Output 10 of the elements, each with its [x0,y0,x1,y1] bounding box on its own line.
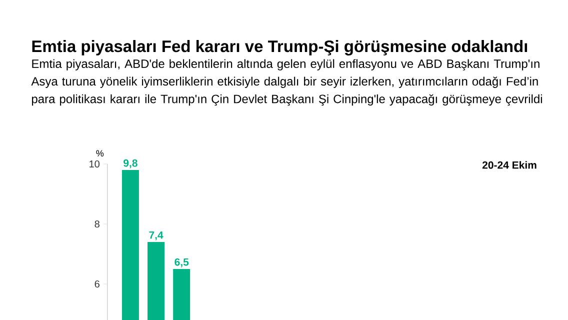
y-axis-title: % [96,150,104,156]
data-label: 9,8 [124,159,138,168]
y-tick-label: 6 [94,280,100,288]
data-label: 7,4 [149,231,164,240]
y-tick-label: 8 [94,220,100,228]
text: 20-24 Ekim [482,161,536,169]
data-label: 6,5 [174,258,189,268]
y-tick-label: 10 [90,160,100,168]
text: Emtia piyasaları, ABD'de beklentilerin altında gelen eylül enflasyonu ve ABD Başkanı Trump'ın Asya turuna yönelik iyimserliklerin etkisiyle dalgalı bir seyir izlerken, yatırımcıların odağı Fed’in para politikası kararı ile Trump'ın Çin Devlet Başkanı Şi Cinping'le yapacağı görüşmeye çevrildi [31,59,542,106]
text: Emtia piyasaları Fed kararı ve Trump-Şi görüşmesine odaklandı [32,40,528,56]
